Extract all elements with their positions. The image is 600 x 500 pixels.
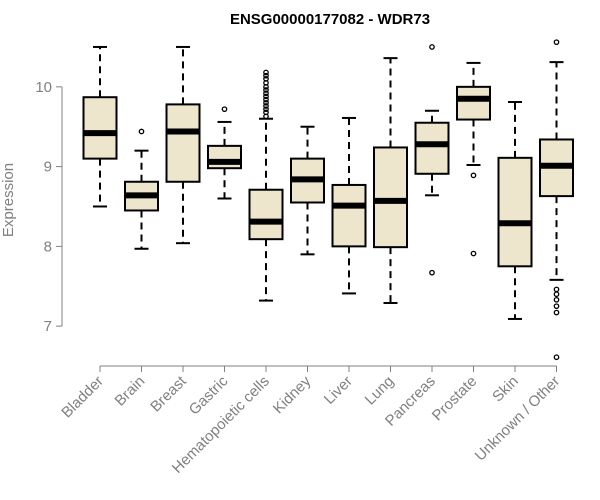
box-prostate: [456, 61, 491, 257]
outlier-point: [263, 103, 269, 109]
box-lung: [373, 57, 408, 304]
box-pancreas: [414, 44, 450, 276]
box-gastric: [207, 106, 242, 200]
outlier-point: [263, 93, 269, 100]
outlier-point: [138, 128, 145, 135]
x-tick-label: Breast: [147, 372, 190, 415]
box-brain: [124, 128, 159, 250]
x-tick-label: Liver: [321, 373, 356, 408]
iqr-box: [165, 103, 201, 183]
x-tick-label: Lung: [362, 373, 398, 409]
outlier-point: [263, 109, 269, 116]
outlier-point: [553, 303, 560, 310]
outlier-point: [470, 172, 477, 179]
iqr-box: [373, 146, 408, 249]
y-tick-label: 10: [35, 79, 52, 96]
outlier-point: [263, 90, 269, 97]
outlier-point: [553, 354, 560, 361]
outlier-point: [263, 106, 269, 113]
outlier-point: [553, 296, 560, 303]
box-kidney: [290, 125, 325, 256]
outlier-point: [429, 44, 435, 50]
x-tick-label: Brain: [112, 373, 149, 410]
chart-title: ENSG00000177082 - WDR73: [230, 11, 430, 28]
y-tick-label: 8: [44, 238, 52, 255]
iqr-box: [248, 188, 284, 241]
iqr-box: [331, 183, 367, 248]
outlier-point: [470, 250, 477, 257]
box-unknown-other: [539, 39, 574, 361]
outlier-point: [263, 99, 269, 106]
x-tick-label: Skin: [489, 373, 522, 406]
outlier-point: [263, 87, 269, 93]
box-liver: [331, 116, 367, 295]
box-breast: [165, 45, 201, 245]
y-axis-label: Expression: [0, 163, 17, 237]
outlier-point: [263, 96, 269, 103]
iqr-box: [456, 85, 491, 121]
x-tick-label: Prostate: [429, 373, 481, 425]
outlier-point: [263, 72, 269, 79]
iqr-box: [207, 144, 242, 170]
outlier-point: [263, 69, 269, 76]
outlier-point: [263, 76, 269, 82]
iqr-box: [414, 121, 450, 175]
y-axis: 7 8 9 10: [35, 79, 63, 335]
iqr-box: [82, 96, 118, 160]
box-skin: [497, 100, 533, 320]
outlier-point: [553, 309, 560, 316]
x-tick-label: Bladder: [58, 373, 107, 422]
box-bladder: [82, 45, 118, 208]
outlier-point: [553, 291, 560, 298]
x-tick-label: Kidney: [270, 372, 315, 417]
y-tick-label: 9: [44, 159, 52, 176]
outlier-point: [221, 106, 228, 113]
iqr-box: [497, 156, 533, 268]
y-tick-label: 7: [44, 318, 52, 335]
outlier-point: [553, 286, 560, 293]
box-hematopoietic-cells: [248, 69, 284, 302]
boxes-group: [82, 39, 574, 361]
outlier-point: [553, 39, 560, 46]
outlier-point: [429, 269, 435, 276]
